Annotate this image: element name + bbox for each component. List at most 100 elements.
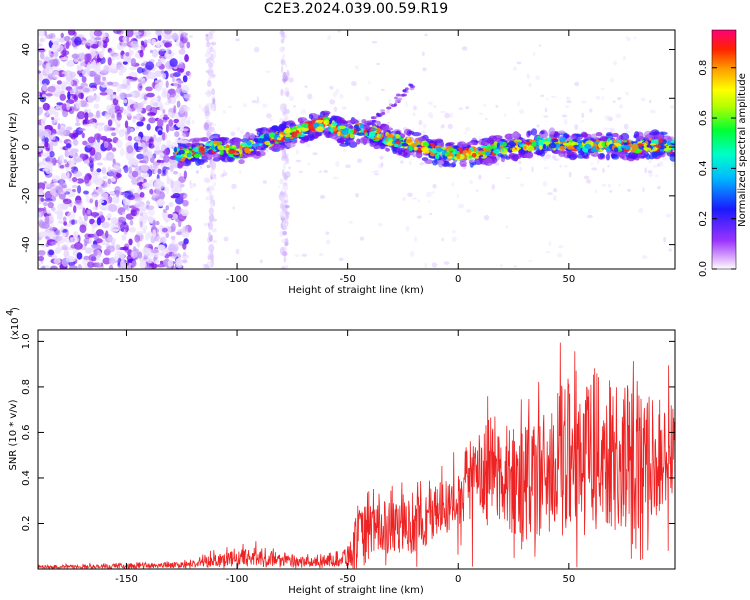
spectrogram-blob <box>38 207 45 212</box>
spectrogram-blob <box>183 110 188 118</box>
spectrogram-blob <box>42 168 49 172</box>
spectrogram-blob <box>418 119 423 126</box>
snr-line <box>38 342 675 569</box>
spectrogram-blob <box>109 50 115 57</box>
spectrogram-blob <box>427 112 434 118</box>
spectrogram-blob <box>61 244 68 250</box>
spectrogram-blob <box>110 228 120 232</box>
spectrogram-blob <box>212 140 218 145</box>
spectrogram-blob <box>322 116 331 121</box>
spectrogram-blob <box>360 123 364 129</box>
spectrogram-x-tick-label: -100 <box>226 274 249 285</box>
spectrogram-blob <box>623 141 628 146</box>
spectrogram-blob <box>145 61 155 70</box>
spectrogram-blob <box>171 213 179 220</box>
spectrogram-blob <box>154 83 163 92</box>
spectrogram-blob <box>231 183 237 190</box>
spectrogram-blob <box>159 50 163 56</box>
spectrogram-blob <box>524 141 533 145</box>
spectrogram-blob <box>209 210 213 215</box>
spectrogram-blob <box>618 104 624 109</box>
spectrogram-blob <box>128 165 133 174</box>
spectrogram-blob <box>120 223 125 231</box>
spectrogram-blob <box>91 174 99 184</box>
spectrogram-blob <box>111 147 117 152</box>
spectrogram-blob <box>183 93 191 99</box>
spectrogram-blob <box>152 229 157 238</box>
spectrogram-blob <box>540 94 545 98</box>
spectrogram-blob <box>284 71 291 78</box>
spectrogram-blob <box>641 98 646 102</box>
spectrogram-blob <box>125 30 134 38</box>
spectrogram-blob <box>165 168 169 178</box>
svg-text:4: 4 <box>5 310 16 316</box>
spectrogram-blob <box>451 182 455 187</box>
spectrogram-blob <box>213 182 217 186</box>
spectrogram-blob <box>70 71 76 78</box>
spectrogram-blob <box>652 165 659 168</box>
spectrogram-blob <box>668 248 672 252</box>
spectrogram-blob <box>374 170 380 173</box>
spectrogram-blob <box>73 95 78 101</box>
spectrogram-blob <box>648 159 652 164</box>
spectrogram-blob <box>153 134 157 140</box>
spectrogram-blob <box>195 198 199 201</box>
spectrogram-blob <box>169 164 174 172</box>
spectrogram-blob <box>52 70 60 80</box>
spectrogram-blob <box>159 260 164 265</box>
spectrogram-blob <box>59 93 67 101</box>
snr-y-tick-label: 0.6 <box>21 424 32 440</box>
spectrogram-blob <box>189 180 192 186</box>
spectrogram-blob <box>556 252 563 258</box>
spectrogram-blob <box>583 175 590 180</box>
spectrogram-blob <box>126 78 131 86</box>
spectrogram-blob <box>55 104 60 110</box>
spectrogram-blob <box>376 62 381 66</box>
spectrogram-blob <box>256 137 265 144</box>
spectrogram-blob <box>329 99 336 105</box>
spectrogram-blob <box>162 109 166 114</box>
spectrogram-blob <box>612 132 619 138</box>
spectrogram-blob <box>79 153 86 160</box>
spectrogram-blob <box>129 219 134 226</box>
spectrogram-blob <box>65 188 73 193</box>
spectrogram-blob <box>615 113 622 119</box>
spectrogram-blob <box>117 43 121 50</box>
spectrogram-blob <box>153 180 162 190</box>
spectrogram-blob <box>648 172 654 178</box>
spectrogram-blob <box>354 124 360 129</box>
spectrogram-blob <box>213 123 216 127</box>
spectrogram-blob <box>345 164 351 169</box>
spectrogram-blob <box>451 230 456 234</box>
spectrogram-blob <box>66 79 74 86</box>
spectrogram-blob <box>542 181 548 187</box>
spectrogram-blob <box>269 118 273 123</box>
spectrogram-blob <box>225 144 229 149</box>
spectrogram-blob <box>133 31 142 36</box>
spectrogram-blob <box>424 33 428 37</box>
spectrogram-blob <box>46 229 55 238</box>
spectrogram-blob <box>75 100 82 109</box>
spectrogram-blob <box>202 263 208 267</box>
spectrogram-blob <box>136 146 143 150</box>
spectrogram-blob <box>111 177 116 182</box>
spectrogram-blob <box>81 220 87 225</box>
spectrogram-blob <box>40 197 45 202</box>
spectrogram-blob <box>282 220 285 229</box>
spectrogram-blob <box>265 70 271 73</box>
spectrogram-blob <box>612 60 618 66</box>
spectrogram-blob <box>348 220 354 224</box>
spectrogram-blob <box>269 126 278 131</box>
spectrogram-blob <box>38 42 43 47</box>
spectrogram-blob <box>71 184 78 189</box>
spectrogram-blob <box>167 126 176 131</box>
spectrogram-blob <box>440 110 446 114</box>
spectrogram-blob <box>148 117 156 124</box>
spectrogram-blob <box>551 138 559 143</box>
spectrogram-blob <box>165 123 170 133</box>
spectrogram-blob <box>301 109 307 115</box>
spectrogram-blob <box>631 144 639 150</box>
spectrogram-blob <box>110 217 119 225</box>
spectrogram-blob <box>142 135 151 141</box>
spectrogram-blob <box>264 140 271 146</box>
